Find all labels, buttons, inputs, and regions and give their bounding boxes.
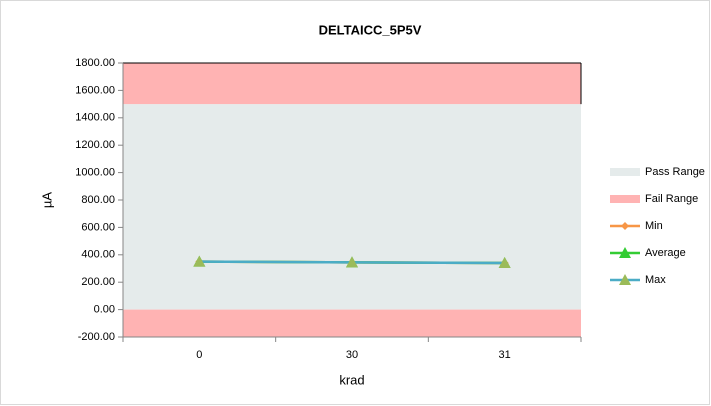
data-point xyxy=(346,256,358,268)
chart-title: DELTAICC_5P5V xyxy=(319,22,422,37)
y-tick-label: 1000.00 xyxy=(75,167,115,179)
data-point xyxy=(498,257,511,269)
y-tick-label: 400.00 xyxy=(81,249,115,261)
legend-label: Average xyxy=(645,247,686,259)
y-tick-label: 800.00 xyxy=(81,194,115,206)
range-band xyxy=(123,104,581,310)
y-tick-label: 200.00 xyxy=(81,276,115,288)
y-axis-title: µA xyxy=(39,192,54,208)
legend-marker xyxy=(619,247,631,258)
y-tick-label: 0.00 xyxy=(94,304,115,316)
legend-swatch xyxy=(610,168,640,176)
y-tick-label: 1600.00 xyxy=(75,84,115,96)
legend-label: Max xyxy=(645,274,666,286)
x-tick-label: 31 xyxy=(499,349,511,361)
legend-swatch xyxy=(610,195,640,203)
legend-marker xyxy=(619,274,631,285)
y-tick-label: 1200.00 xyxy=(75,139,115,151)
y-tick-label: 1800.00 xyxy=(75,57,115,69)
y-tick-label: 1400.00 xyxy=(75,112,115,124)
legend-label: Min xyxy=(645,220,663,232)
legend-label: Fail Range xyxy=(645,193,698,205)
x-axis-title: krad xyxy=(339,372,364,387)
range-band xyxy=(123,63,581,105)
y-tick-label: -200.00 xyxy=(78,331,115,343)
legend-marker xyxy=(621,222,629,230)
x-tick-label: 30 xyxy=(346,349,358,361)
range-band xyxy=(123,309,581,337)
legend-label: Pass Range xyxy=(645,166,705,178)
data-point xyxy=(193,255,206,267)
x-tick-label: 0 xyxy=(196,349,202,361)
y-tick-label: 600.00 xyxy=(81,221,115,233)
